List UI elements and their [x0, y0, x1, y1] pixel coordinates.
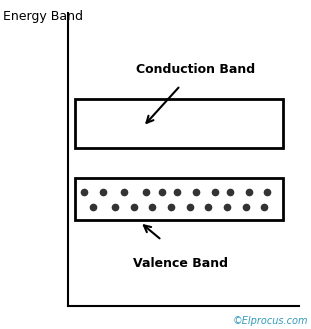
Bar: [75, 178, 283, 220]
Bar: [75, 99, 283, 148]
Text: ©Elprocus.com: ©Elprocus.com: [232, 316, 308, 326]
Text: Valence Band: Valence Band: [133, 257, 228, 270]
Text: Energy Band: Energy Band: [3, 10, 83, 23]
Text: Conduction Band: Conduction Band: [136, 63, 256, 76]
